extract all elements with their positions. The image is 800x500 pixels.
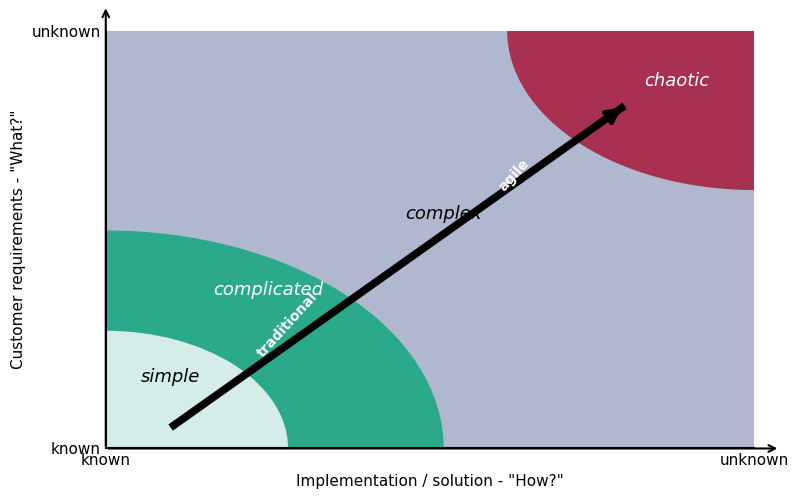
Text: complicated: complicated — [213, 280, 323, 298]
Y-axis label: Customer requirements - "What?": Customer requirements - "What?" — [11, 110, 26, 370]
X-axis label: Implementation / solution - "How?": Implementation / solution - "How?" — [296, 474, 564, 489]
Text: simple: simple — [141, 368, 200, 386]
Text: chaotic: chaotic — [644, 72, 709, 90]
Text: agile: agile — [496, 156, 532, 194]
Wedge shape — [106, 332, 287, 448]
Wedge shape — [508, 30, 754, 190]
Text: traditional: traditional — [254, 290, 320, 360]
Wedge shape — [106, 231, 443, 448]
Text: complex: complex — [405, 206, 482, 224]
